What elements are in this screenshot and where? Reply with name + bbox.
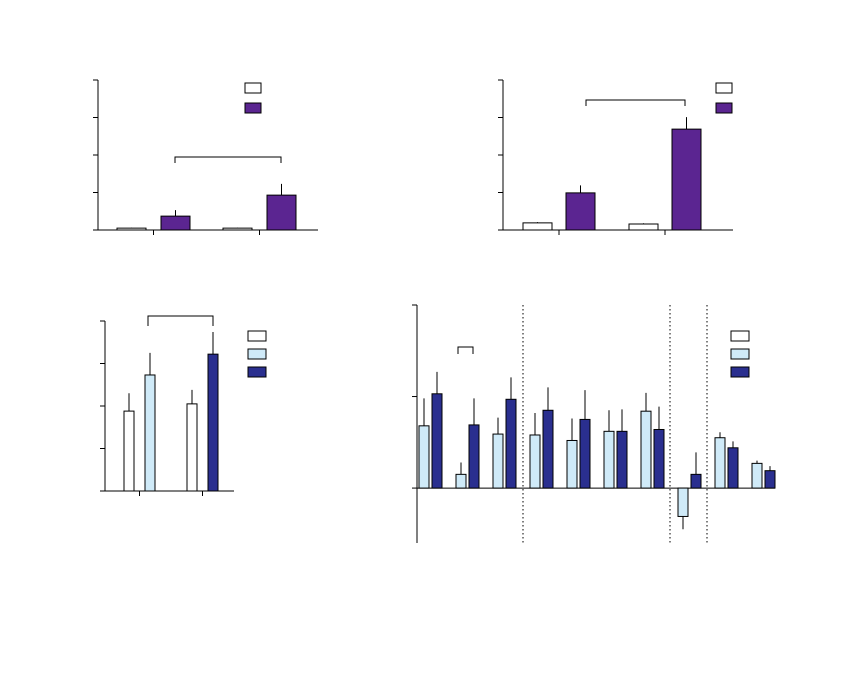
legend-swatch	[247, 330, 267, 342]
bar	[677, 487, 689, 517]
bar	[116, 227, 147, 231]
bar	[727, 447, 739, 489]
legend-swatch	[247, 366, 267, 378]
bar	[522, 222, 553, 231]
bar	[186, 403, 198, 492]
bar	[160, 215, 191, 231]
legend-swatch	[730, 330, 750, 342]
legend-swatch	[244, 102, 262, 114]
bar	[431, 393, 443, 489]
bar	[207, 353, 219, 492]
bracket	[585, 99, 686, 106]
bar	[468, 424, 480, 489]
bar	[492, 433, 504, 489]
legend-swatch	[715, 82, 733, 94]
bar	[640, 410, 652, 489]
bracket	[457, 346, 474, 354]
bar	[455, 473, 467, 489]
bar	[628, 223, 659, 231]
bar	[690, 473, 702, 489]
bar	[144, 374, 156, 492]
legend-swatch	[244, 82, 262, 94]
bar	[616, 430, 628, 489]
bar	[266, 194, 297, 231]
legend-swatch	[730, 348, 750, 360]
bar	[566, 439, 578, 489]
bracket	[147, 315, 214, 326]
bracket	[174, 156, 282, 163]
bar	[542, 409, 554, 489]
bar	[222, 227, 253, 231]
bar	[529, 434, 541, 489]
legend-swatch	[730, 366, 750, 378]
bar	[123, 410, 135, 492]
bar	[505, 398, 517, 489]
bar	[603, 430, 615, 489]
bar	[653, 428, 665, 489]
bar	[579, 418, 591, 489]
bar	[751, 462, 763, 489]
legend-swatch	[715, 102, 733, 114]
bar	[764, 470, 776, 489]
bar	[418, 425, 430, 489]
bar	[565, 192, 596, 231]
bar	[714, 437, 726, 489]
bar	[671, 128, 702, 231]
legend-swatch	[247, 348, 267, 360]
